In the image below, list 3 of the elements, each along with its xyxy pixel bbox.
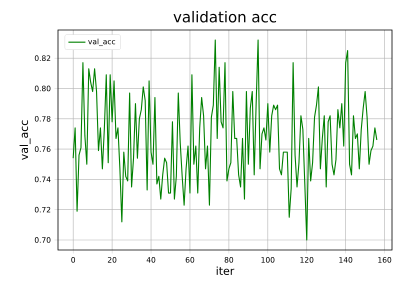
y-axis-title: val_acc: [20, 120, 30, 160]
chart-title: validation acc: [173, 10, 276, 23]
x-axis-title: iter: [216, 266, 234, 275]
